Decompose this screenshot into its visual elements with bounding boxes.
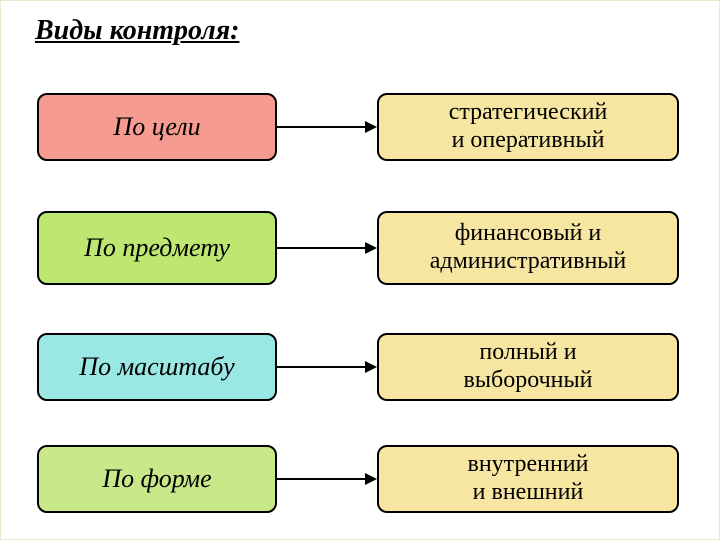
arrow-icon [365, 242, 377, 254]
category-box-subject: По предмету [37, 211, 277, 285]
connector-line [277, 247, 365, 249]
value-box-goal: стратегический и оперативный [377, 93, 679, 161]
connector-line [277, 366, 365, 368]
arrow-icon [365, 473, 377, 485]
diagram-title: Виды контроля: [35, 15, 239, 47]
value-box-scale: полный и выборочный [377, 333, 679, 401]
arrow-icon [365, 361, 377, 373]
value-label: полный и выборочный [464, 339, 593, 394]
connector-line [277, 478, 365, 480]
value-box-form: внутренний и внешний [377, 445, 679, 513]
category-label: По предмету [84, 234, 230, 263]
value-label: финансовый и административный [430, 220, 627, 275]
category-box-scale: По масштабу [37, 333, 277, 401]
arrow-icon [365, 121, 377, 133]
value-label: стратегический и оперативный [449, 99, 608, 154]
value-label: внутренний и внешний [468, 451, 589, 506]
value-box-subject: финансовый и административный [377, 211, 679, 285]
category-label: По цели [113, 113, 200, 142]
category-box-goal: По цели [37, 93, 277, 161]
connector-line [277, 126, 365, 128]
category-box-form: По форме [37, 445, 277, 513]
category-label: По форме [102, 465, 211, 494]
category-label: По масштабу [79, 353, 234, 382]
